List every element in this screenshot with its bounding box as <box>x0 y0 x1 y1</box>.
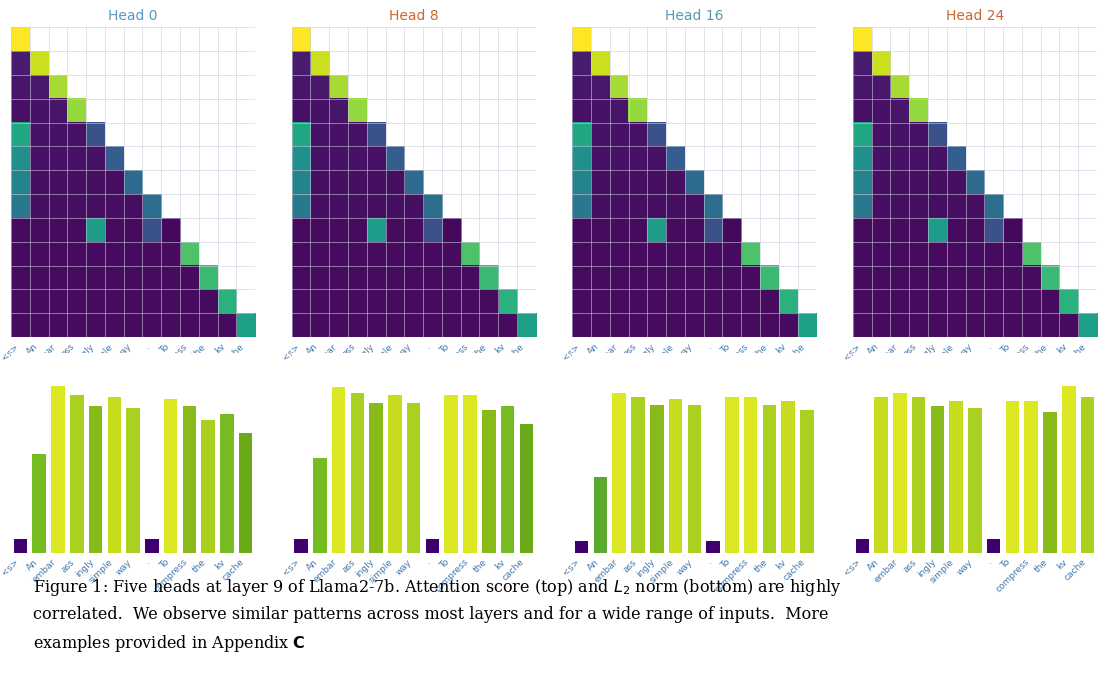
Text: Figure 1: Five heads at layer 9 of Llama2-7b. Attention score (top) and $L_2$ no: Figure 1: Five heads at layer 9 of Llama… <box>33 577 841 654</box>
Bar <box>350 394 365 552</box>
Bar <box>70 395 83 552</box>
Bar <box>145 539 158 552</box>
Title: Head 16: Head 16 <box>665 10 724 23</box>
Bar <box>1080 397 1095 552</box>
Bar <box>968 409 982 552</box>
Bar <box>501 406 514 552</box>
Bar <box>912 397 925 552</box>
Bar <box>1044 412 1057 552</box>
Bar <box>295 539 308 552</box>
Bar <box>987 539 1001 552</box>
Bar <box>202 419 215 552</box>
Bar <box>425 539 439 552</box>
Title: Head 0: Head 0 <box>109 10 157 23</box>
Bar <box>1006 401 1019 552</box>
Bar <box>931 406 944 552</box>
Bar <box>950 401 963 552</box>
Bar <box>800 411 813 552</box>
Bar <box>688 404 701 552</box>
Bar <box>762 404 776 552</box>
Bar <box>51 385 64 552</box>
Bar <box>107 397 121 552</box>
Bar <box>183 406 196 552</box>
Bar <box>444 395 458 552</box>
Bar <box>13 539 28 552</box>
Bar <box>463 395 476 552</box>
Bar <box>126 409 140 552</box>
Bar <box>332 387 346 552</box>
Bar <box>613 394 626 552</box>
Bar <box>520 424 533 552</box>
Bar <box>575 541 588 552</box>
Bar <box>650 404 664 552</box>
Bar <box>164 399 177 552</box>
Bar <box>1025 401 1038 552</box>
Bar <box>239 433 253 552</box>
Bar <box>388 395 402 552</box>
Bar <box>632 397 645 552</box>
Bar <box>1061 385 1076 552</box>
Bar <box>407 402 420 552</box>
Bar <box>706 541 720 552</box>
Bar <box>32 454 47 552</box>
Bar <box>669 399 683 552</box>
Title: Head 8: Head 8 <box>389 10 439 23</box>
Bar <box>89 406 102 552</box>
Title: Head 24: Head 24 <box>946 10 1004 23</box>
Bar <box>725 397 739 552</box>
Bar <box>874 397 888 552</box>
Bar <box>220 414 234 552</box>
Bar <box>743 397 758 552</box>
Bar <box>369 402 383 552</box>
Bar <box>855 539 869 552</box>
Bar <box>781 401 794 552</box>
Bar <box>893 394 906 552</box>
Bar <box>314 458 327 552</box>
Bar <box>594 477 607 552</box>
Bar <box>482 411 495 552</box>
